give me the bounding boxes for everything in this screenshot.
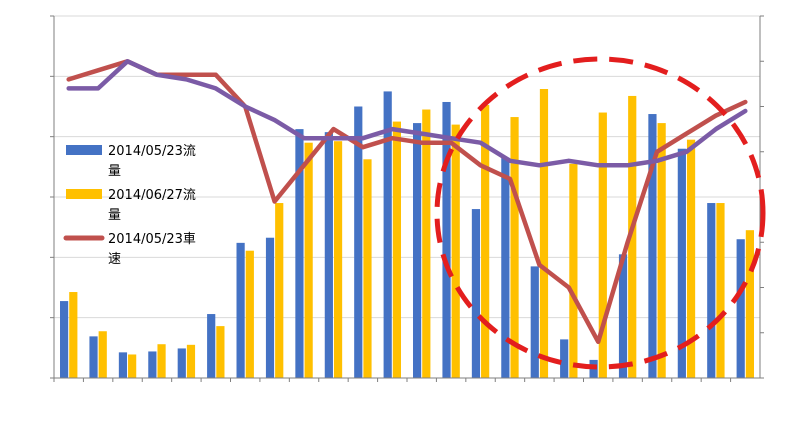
bar-flow-0627 [333,141,343,378]
bar-flow-0627 [186,344,196,378]
bar-flow-0523 [501,157,510,378]
bar-flow-0523 [60,301,69,378]
line-speed-0523 [66,59,748,345]
bar-flow-0627 [216,326,225,378]
bar-flow-0523 [354,106,363,378]
legend-label: 2014/06/27流量 [108,188,196,223]
bar-flow-0627 [686,139,696,378]
line-speed-2 [66,59,748,168]
bar-flow-0523 [383,91,392,379]
bar-flow-0627 [128,354,137,378]
bar-flow-0627 [569,163,578,378]
bar-flow-0523 [148,351,157,378]
bar-flow-0627 [657,123,666,378]
bar-flow-0523 [677,148,686,378]
bar-flow-0627 [745,230,754,378]
bar-flow-0523 [118,352,128,378]
bar-flow-0627 [422,109,431,379]
bar-flow-0627 [392,121,401,378]
legend-swatch [66,145,102,155]
bar-flow-0523 [707,203,716,378]
bar-flow-0627 [539,89,549,379]
bar-flow-0627 [304,142,313,378]
bar-flow-0523 [295,129,304,378]
bar-flow-0523 [560,339,569,378]
bar-flow-0627 [481,104,490,378]
bar-flow-0523 [207,314,216,378]
bar-flow-0627 [451,124,460,378]
bar-flow-0523 [265,237,275,378]
legend-label: 2014/05/23車速 [108,232,196,267]
bar-flow-0523 [89,336,98,378]
highlight-ellipse [434,56,766,370]
bar-flow-0523 [442,101,451,378]
legend-label: 2014/05/23流量 [108,144,196,179]
legend-swatch [66,189,102,199]
bar-flow-0627 [98,331,107,378]
bar-flow-0523 [530,266,539,378]
bar-flow-0523 [618,254,628,378]
bar-flow-0523 [413,123,422,378]
bar-flow-0627 [716,203,725,378]
bar-flow-0523 [736,239,745,378]
bar-flow-0627 [275,203,284,378]
bar-flow-0523 [471,209,481,378]
bar-flow-0627 [245,250,254,378]
bar-flow-0627 [510,117,519,378]
bar-flow-0627 [69,292,78,378]
bar-flow-0523 [324,132,333,378]
bar-flow-0627 [628,95,637,379]
bar-flow-0523 [177,348,186,378]
bar-flow-0627 [363,159,372,378]
bar-flow-0523 [236,242,245,378]
bar-flow-0627 [157,344,166,378]
bar-flow-0523 [648,114,657,379]
bar-flow-0627 [598,112,607,379]
